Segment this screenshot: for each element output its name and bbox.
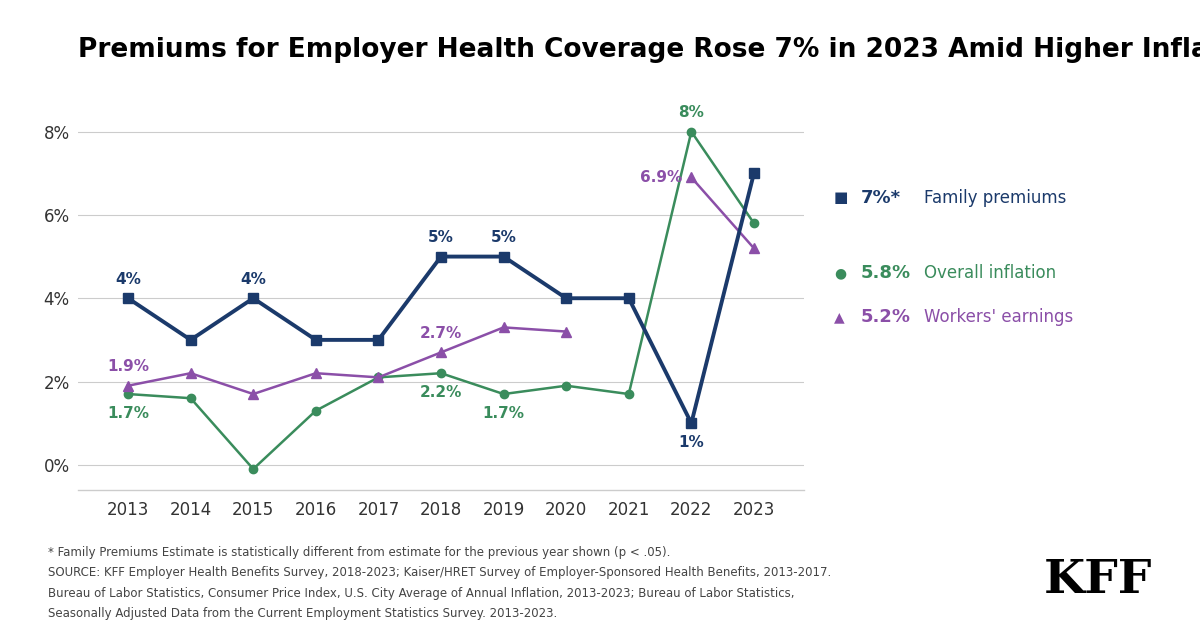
Text: Overall inflation: Overall inflation	[924, 264, 1056, 282]
Text: 4%: 4%	[240, 271, 266, 286]
Text: 2.2%: 2.2%	[420, 385, 462, 400]
Text: * Family Premiums Estimate is statistically different from estimate for the prev: * Family Premiums Estimate is statistica…	[48, 546, 671, 560]
Text: 1.7%: 1.7%	[482, 406, 524, 421]
Text: 5%: 5%	[428, 230, 454, 245]
Text: Family premiums: Family premiums	[924, 189, 1067, 207]
Text: Seasonally Adjusted Data from the Current Employment Statistics Survey. 2013-202: Seasonally Adjusted Data from the Curren…	[48, 607, 557, 620]
Text: 1%: 1%	[678, 435, 704, 450]
Text: 1.7%: 1.7%	[107, 406, 149, 421]
Text: SOURCE: KFF Employer Health Benefits Survey, 2018-2023; Kaiser/HRET Survey of Em: SOURCE: KFF Employer Health Benefits Sur…	[48, 566, 832, 580]
Text: Bureau of Labor Statistics, Consumer Price Index, U.S. City Average of Annual In: Bureau of Labor Statistics, Consumer Pri…	[48, 587, 794, 600]
Text: 5.8%: 5.8%	[860, 264, 911, 282]
Text: 6.9%: 6.9%	[640, 170, 682, 185]
Text: 1.9%: 1.9%	[107, 359, 149, 374]
Text: 5.2%: 5.2%	[860, 308, 911, 326]
Text: 7%*: 7%*	[860, 189, 900, 207]
Text: ●: ●	[834, 266, 846, 280]
Text: ■: ■	[834, 190, 848, 205]
Text: ▲: ▲	[834, 310, 845, 324]
Text: KFF: KFF	[1044, 557, 1152, 603]
Text: 8%: 8%	[678, 105, 704, 120]
Text: Workers' earnings: Workers' earnings	[924, 308, 1073, 326]
Text: Premiums for Employer Health Coverage Rose 7% in 2023 Amid Higher Inflation: Premiums for Employer Health Coverage Ro…	[78, 36, 1200, 63]
Text: 2.7%: 2.7%	[420, 326, 462, 341]
Text: 5%: 5%	[491, 230, 516, 245]
Text: 4%: 4%	[115, 271, 142, 286]
